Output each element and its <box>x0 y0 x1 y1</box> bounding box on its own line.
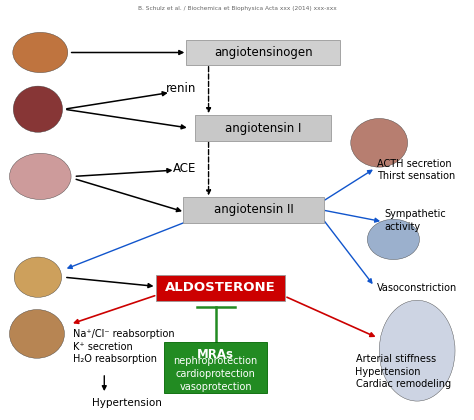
Text: ACE: ACE <box>173 162 197 174</box>
Ellipse shape <box>379 300 455 401</box>
Text: nephroprotection
cardioprotection
vasoprotection: nephroprotection cardioprotection vasopr… <box>173 356 258 391</box>
FancyBboxPatch shape <box>186 39 340 65</box>
Text: B. Schulz et al. / Biochemica et Biophysica Acta xxx (2014) xxx-xxx: B. Schulz et al. / Biochemica et Biophys… <box>137 6 337 11</box>
FancyBboxPatch shape <box>156 275 284 301</box>
Text: ALDOSTERONE: ALDOSTERONE <box>165 281 276 294</box>
FancyBboxPatch shape <box>195 115 331 141</box>
Ellipse shape <box>367 219 419 260</box>
Text: ACTH secretion
Thirst sensation: ACTH secretion Thirst sensation <box>377 159 455 181</box>
Ellipse shape <box>13 86 63 132</box>
Text: Hypertension: Hypertension <box>92 398 162 408</box>
Text: Na⁺/Cl⁻ reabsorption
K⁺ secretion
H₂O reabsorption: Na⁺/Cl⁻ reabsorption K⁺ secretion H₂O re… <box>73 329 175 364</box>
Text: angiotensin I: angiotensin I <box>225 122 301 134</box>
Ellipse shape <box>351 118 408 167</box>
Text: angiotensin II: angiotensin II <box>214 204 293 216</box>
Ellipse shape <box>14 257 62 297</box>
Text: Arterial stiffness
Hypertension
Cardiac remodeling: Arterial stiffness Hypertension Cardiac … <box>356 354 451 389</box>
Ellipse shape <box>9 153 71 199</box>
Text: renin: renin <box>166 82 197 94</box>
Text: MRAs: MRAs <box>197 349 234 361</box>
FancyBboxPatch shape <box>183 197 324 223</box>
FancyBboxPatch shape <box>164 342 267 393</box>
Ellipse shape <box>13 32 68 73</box>
Text: Sympathetic
activity: Sympathetic activity <box>384 209 446 232</box>
Text: angiotensinogen: angiotensinogen <box>214 46 312 59</box>
Text: Vasoconstriction: Vasoconstriction <box>377 283 457 293</box>
Ellipse shape <box>9 310 64 358</box>
